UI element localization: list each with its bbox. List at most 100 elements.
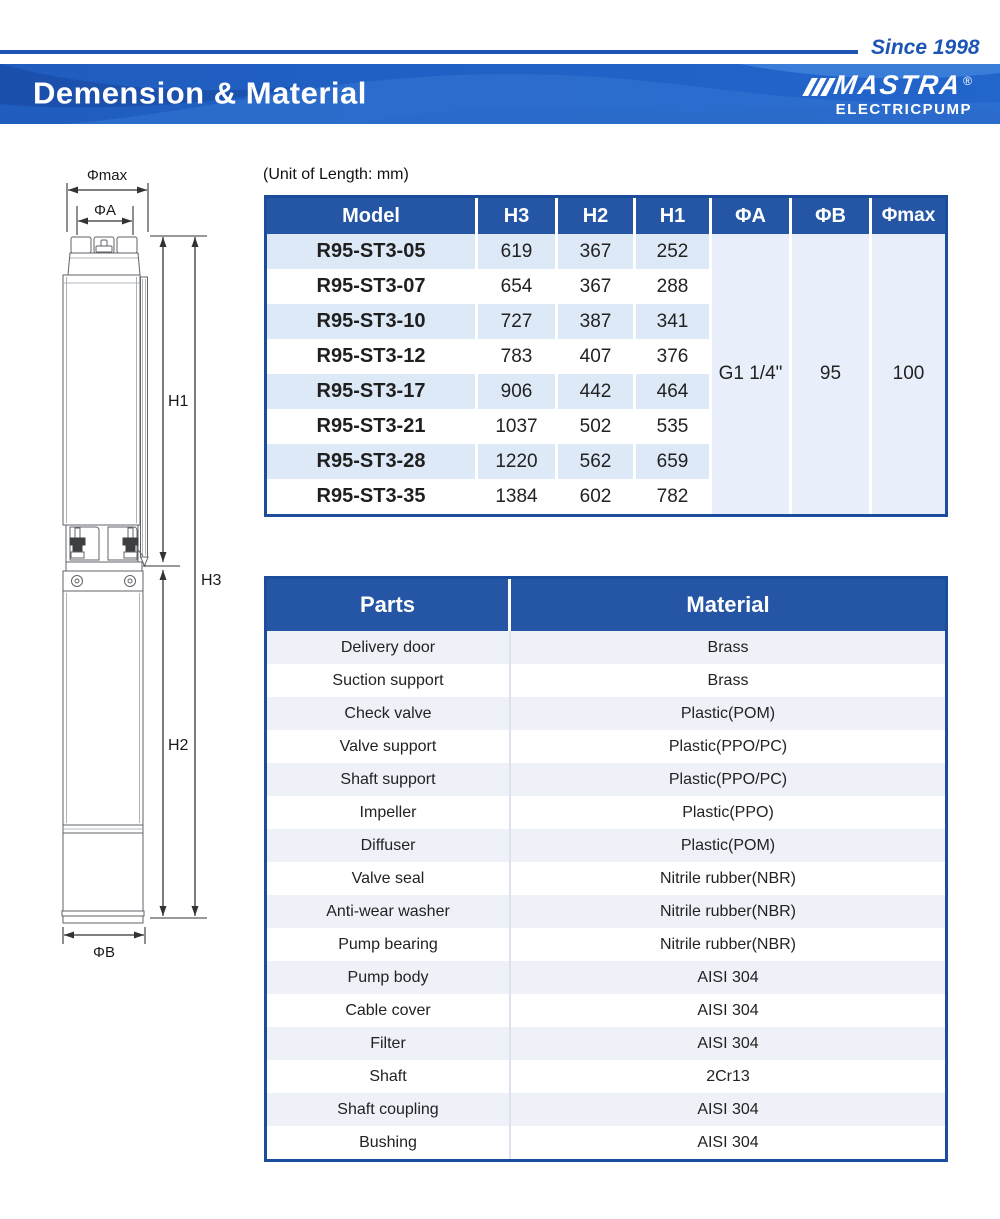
cell-h2: 367 — [558, 269, 636, 304]
table-row: Filter AISI 304 — [267, 1027, 945, 1060]
cell-material: Plastic(POM) — [511, 697, 945, 730]
cell-h1: 535 — [636, 409, 712, 444]
cell-h2: 442 — [558, 374, 636, 409]
cell-material: Nitrile rubber(NBR) — [511, 895, 945, 928]
table-row: Shaft 2Cr13 — [267, 1060, 945, 1093]
header-rule — [0, 50, 858, 54]
table-row: R95-ST3-10 727 387 341 — [267, 304, 945, 339]
cell-part: Check valve — [267, 697, 511, 730]
cell-material: AISI 304 — [511, 1093, 945, 1126]
cell-model: R95-ST3-12 — [267, 339, 478, 374]
brand-name: MASTRA — [831, 70, 964, 100]
cell-h2: 387 — [558, 304, 636, 339]
cell-part: Anti-wear washer — [267, 895, 511, 928]
cell-model: R95-ST3-07 — [267, 269, 478, 304]
table-row: Suction support Brass — [267, 664, 945, 697]
table-header-row: Parts Material — [267, 579, 945, 631]
col-header-phimax: Φmax — [872, 198, 945, 234]
brand-logo: MASTRA ® ELECTRICPUMP — [801, 69, 972, 117]
dim-label-phimax: Φmax — [87, 167, 128, 184]
table-row: Diffuser Plastic(POM) — [267, 829, 945, 862]
cell-h2: 602 — [558, 479, 636, 514]
cell-model: R95-ST3-28 — [267, 444, 478, 479]
col-header-model: Model — [267, 198, 478, 234]
table-row: Pump body AISI 304 — [267, 961, 945, 994]
cell-part: Cable cover — [267, 994, 511, 1027]
cell-h3: 727 — [478, 304, 558, 339]
table-row: Cable cover AISI 304 — [267, 994, 945, 1027]
cell-material: Plastic(POM) — [511, 829, 945, 862]
cell-material: Brass — [511, 664, 945, 697]
cell-material: Plastic(PPO) — [511, 796, 945, 829]
table-row: Impeller Plastic(PPO) — [267, 796, 945, 829]
cell-h3: 619 — [478, 234, 558, 269]
cell-part: Bushing — [267, 1126, 511, 1159]
dimensions-table: Model H3 H2 H1 ΦA ΦB Φmax R95-ST3-05 619… — [264, 195, 948, 517]
cell-h1: 288 — [636, 269, 712, 304]
cell-h3: 1220 — [478, 444, 558, 479]
table-row: Shaft coupling AISI 304 — [267, 1093, 945, 1126]
table-row: R95-ST3-28 1220 562 659 — [267, 444, 945, 479]
table-row: Delivery door Brass — [267, 631, 945, 664]
title-banner: Demension & Material MASTRA ® ELECTRICPU… — [0, 64, 1000, 124]
pump-diagram: Φmax ΦA H1 H3 H2 ΦB — [61, 167, 222, 961]
table-row: Bushing AISI 304 — [267, 1126, 945, 1159]
cell-h3: 906 — [478, 374, 558, 409]
cell-material: AISI 304 — [511, 1126, 945, 1159]
cell-model: R95-ST3-10 — [267, 304, 478, 339]
parts-material-table: Parts Material Delivery door Brass Suctio… — [264, 576, 948, 1162]
cell-part: Shaft — [267, 1060, 511, 1093]
cell-material: Plastic(PPO/PC) — [511, 763, 945, 796]
cell-h2: 407 — [558, 339, 636, 374]
cell-part: Pump bearing — [267, 928, 511, 961]
dim-label-phiB: ΦB — [93, 944, 115, 961]
cell-material: AISI 304 — [511, 961, 945, 994]
table-row: Pump bearing Nitrile rubber(NBR) — [267, 928, 945, 961]
cell-h3: 654 — [478, 269, 558, 304]
cell-phiA-merged: G1 1/4" — [712, 234, 792, 514]
dim-label-h3: H3 — [201, 572, 222, 589]
cell-h3: 1037 — [478, 409, 558, 444]
col-header-h1: H1 — [636, 198, 712, 234]
since-text: Since 1998 — [871, 36, 980, 59]
col-header-parts: Parts — [267, 579, 511, 631]
cell-part: Pump body — [267, 961, 511, 994]
cell-part: Shaft support — [267, 763, 511, 796]
table-row: Valve support Plastic(PPO/PC) — [267, 730, 945, 763]
table-row: R95-ST3-05 619 367 252 G1 1/4" 95 100 — [267, 234, 945, 514]
cell-h1: 341 — [636, 304, 712, 339]
pump-outline — [61, 236, 149, 924]
cell-material: Nitrile rubber(NBR) — [511, 928, 945, 961]
cell-part: Filter — [267, 1027, 511, 1060]
cell-h2: 502 — [558, 409, 636, 444]
table-row: Anti-wear washer Nitrile rubber(NBR) — [267, 895, 945, 928]
banner-wave-decor — [0, 64, 1000, 124]
cell-h1: 376 — [636, 339, 712, 374]
cell-phimax-merged: 100 — [872, 234, 945, 514]
cell-material: Brass — [511, 631, 945, 664]
cell-h2: 367 — [558, 234, 636, 269]
cell-model: R95-ST3-17 — [267, 374, 478, 409]
col-header-phiB: ΦB — [792, 198, 872, 234]
cell-material: AISI 304 — [511, 1027, 945, 1060]
table-row: Valve seal Nitrile rubber(NBR) — [267, 862, 945, 895]
cell-part: Delivery door — [267, 631, 511, 664]
table-row: R95-ST3-17 906 442 464 — [267, 374, 945, 409]
col-header-h3: H3 — [478, 198, 558, 234]
table-header-row: Model H3 H2 H1 ΦA ΦB Φmax — [267, 198, 945, 234]
col-header-material: Material — [511, 579, 945, 631]
cell-part: Valve seal — [267, 862, 511, 895]
cell-model: R95-ST3-35 — [267, 479, 478, 514]
dim-label-h1: H1 — [168, 393, 189, 410]
cell-h3: 783 — [478, 339, 558, 374]
cell-h2: 562 — [558, 444, 636, 479]
table-row: R95-ST3-07 654 367 288 — [267, 269, 945, 304]
dim-label-h2: H2 — [168, 737, 189, 754]
cell-part: Impeller — [267, 796, 511, 829]
cell-h1: 782 — [636, 479, 712, 514]
cell-material: AISI 304 — [511, 994, 945, 1027]
table-row: Shaft support Plastic(PPO/PC) — [267, 763, 945, 796]
cell-part: Valve support — [267, 730, 511, 763]
cell-model: R95-ST3-05 — [267, 234, 478, 269]
dim-label-phiA: ΦA — [94, 202, 116, 219]
